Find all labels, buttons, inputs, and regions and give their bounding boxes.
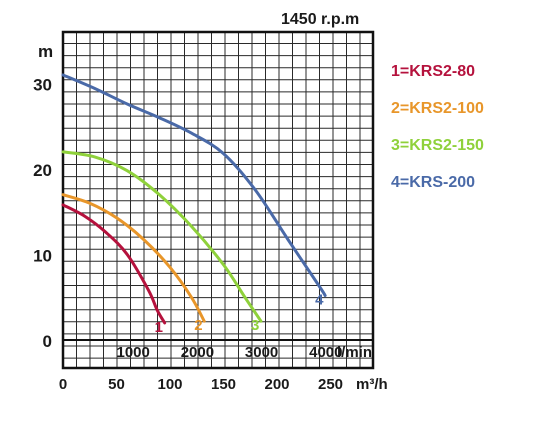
plot-frame (61, 30, 375, 370)
x-tick-label-m3h: 0 (59, 376, 67, 393)
x-tick-label-lpm: 2000 (181, 344, 214, 361)
legend-entry-3: 3=KRS2-150 (391, 137, 484, 154)
y-tick-label: 10 (33, 247, 52, 266)
curve-4 (61, 73, 327, 298)
curve-number-1: 1 (155, 319, 163, 336)
x-unit-lpm: l/min (337, 344, 372, 361)
x-tick-label-m3h: 100 (157, 376, 182, 393)
legend: 1=KRS2-80 2=KRS2-100 3=KRS2-150 4=KRS-200 (391, 63, 484, 191)
y-tick-label: 0 (43, 332, 52, 351)
legend-entry-4: 4=KRS-200 (391, 174, 475, 191)
curve-number-4: 4 (315, 292, 324, 309)
chart-title: 1450 r.p.m (281, 11, 359, 28)
curve-2 (61, 193, 206, 323)
x-tick-label-lpm: 1000 (117, 344, 150, 361)
y-tick-label: 30 (33, 76, 52, 95)
curve-number-3: 3 (251, 317, 259, 334)
curve-3 (61, 150, 263, 323)
curve-markers: 1 2 3 4 (155, 292, 325, 336)
x-tick-label-m3h: 250 (318, 376, 343, 393)
x-tick-label-m3h: 200 (264, 376, 289, 393)
x-tick-label-lpm: 4000 (309, 344, 342, 361)
pump-curves (61, 73, 327, 325)
x-tick-label-m3h: 150 (211, 376, 236, 393)
curve-1 (61, 203, 167, 325)
x-tick-label-m3h: 50 (108, 376, 125, 393)
y-tick-label: 20 (33, 161, 52, 180)
legend-entry-1: 1=KRS2-80 (391, 63, 475, 80)
legend-entry-2: 2=KRS2-100 (391, 100, 484, 117)
y-axis-label: m (38, 42, 53, 61)
x-unit-m3h: m³/h (356, 376, 388, 393)
grid (61, 30, 375, 370)
curve-number-2: 2 (194, 317, 202, 334)
x-tick-label-lpm: 3000 (245, 344, 278, 361)
